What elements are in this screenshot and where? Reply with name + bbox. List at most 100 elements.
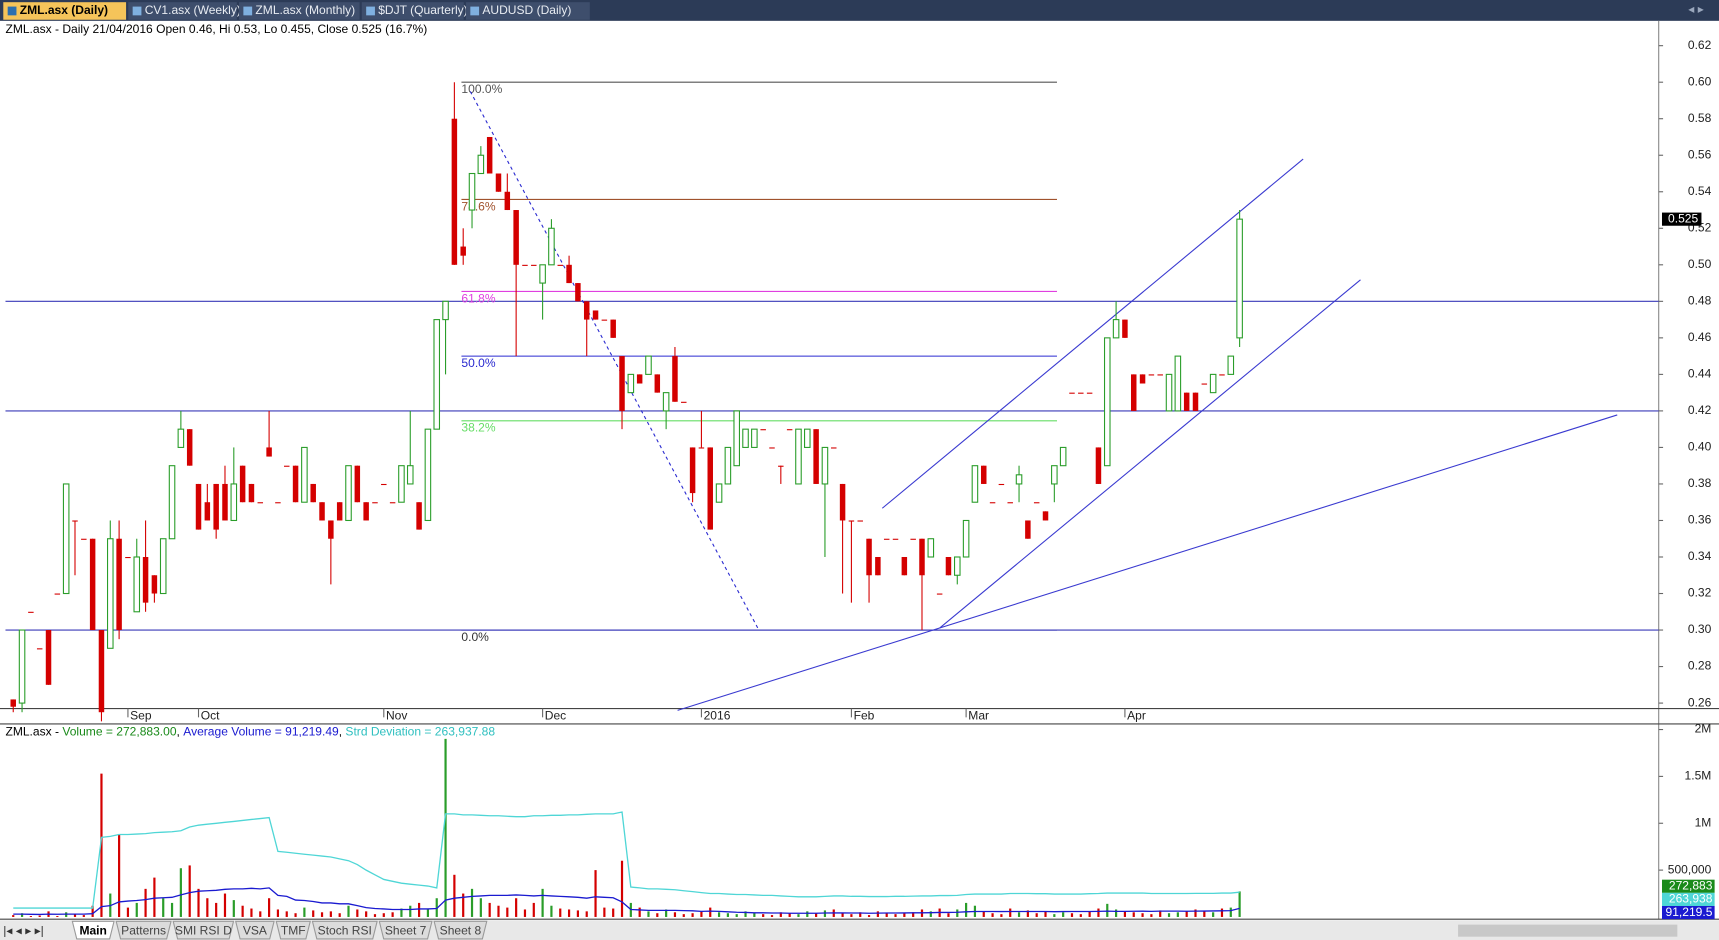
candle-body bbox=[319, 502, 325, 521]
sheet-tab[interactable] bbox=[378, 920, 433, 940]
tab[interactable] bbox=[128, 2, 237, 20]
sheet-tab[interactable] bbox=[235, 920, 275, 940]
candle-body bbox=[795, 428, 802, 485]
candle-body bbox=[486, 136, 493, 174]
candle-body bbox=[927, 538, 935, 558]
last-value-label: 272,883 bbox=[1669, 878, 1713, 892]
candle-body bbox=[1183, 392, 1190, 411]
tab[interactable] bbox=[361, 2, 464, 20]
candle-body bbox=[575, 283, 581, 302]
trend-line bbox=[677, 414, 1618, 711]
last-value-box bbox=[1661, 879, 1715, 893]
candle-body bbox=[892, 538, 899, 540]
tab[interactable] bbox=[465, 2, 590, 20]
y-tick-label: 0.32 bbox=[1688, 586, 1712, 600]
sheet-tab[interactable] bbox=[433, 920, 488, 940]
candle-body bbox=[133, 556, 141, 613]
candle-body bbox=[1078, 392, 1084, 394]
y-tick-label: 0.56 bbox=[1688, 147, 1712, 161]
candle-body bbox=[495, 173, 502, 192]
trend-line bbox=[939, 279, 1361, 629]
candle-body bbox=[583, 301, 590, 320]
x-tick-label: Nov bbox=[386, 708, 407, 722]
candle-body bbox=[1157, 374, 1163, 376]
candle-body bbox=[804, 428, 811, 448]
tab-label: ZML.asx (Monthly) bbox=[255, 3, 355, 17]
sheet-tab[interactable] bbox=[115, 920, 172, 940]
last-value-box bbox=[1661, 905, 1715, 920]
tab-icon bbox=[7, 6, 17, 16]
candle-body bbox=[1086, 392, 1093, 394]
candle-body bbox=[301, 446, 308, 503]
fib-label: 50.0% bbox=[461, 356, 495, 370]
candle-body bbox=[778, 465, 784, 467]
candle-body bbox=[689, 447, 696, 494]
candle-body bbox=[345, 465, 352, 522]
sheet-nav[interactable]: |◂ ◂ ▸ ▸| bbox=[3, 923, 43, 937]
candle-body bbox=[919, 538, 925, 576]
candle-body bbox=[275, 502, 281, 504]
candle-body bbox=[62, 483, 70, 595]
candle-body bbox=[168, 465, 176, 540]
tab[interactable] bbox=[238, 2, 360, 20]
candle-body bbox=[1095, 447, 1102, 484]
sheet-tab[interactable] bbox=[71, 920, 115, 940]
x-tick-label: Apr bbox=[1127, 708, 1146, 722]
scrollbar-thumb[interactable] bbox=[1458, 924, 1678, 937]
tab-icon bbox=[243, 6, 253, 16]
candle-body bbox=[266, 447, 272, 457]
candle-body bbox=[1148, 374, 1155, 376]
fib-label: 100.0% bbox=[461, 82, 502, 96]
chart-title: ZML.asx - Daily 21/04/2016 Open 0.46, Hi… bbox=[5, 22, 427, 36]
candle-body bbox=[204, 502, 211, 521]
candle-body bbox=[81, 538, 87, 540]
candle-body bbox=[989, 502, 996, 504]
sheet-tab[interactable] bbox=[275, 920, 311, 940]
candle-body bbox=[381, 483, 387, 486]
fib-label: 0.0% bbox=[461, 630, 489, 644]
sheet-tab-label: Sheet 7 bbox=[385, 923, 427, 937]
sheet-tab-label: SMI RSI D bbox=[175, 923, 232, 937]
candle-body bbox=[1015, 474, 1023, 485]
candle-body bbox=[1042, 511, 1049, 521]
tab-label: CV1.asx (Weekly) bbox=[145, 3, 241, 17]
x-tick-label: Oct bbox=[201, 708, 220, 722]
candle-body bbox=[681, 401, 687, 403]
x-tick-label: Dec bbox=[545, 708, 566, 722]
tab[interactable] bbox=[3, 2, 127, 20]
candle-body bbox=[910, 538, 916, 540]
fib-trend bbox=[469, 91, 759, 629]
y-tick-label: 0.30 bbox=[1688, 622, 1712, 636]
candle-body bbox=[548, 227, 555, 266]
y-tick-label: 0.28 bbox=[1688, 659, 1712, 673]
candle-body bbox=[54, 593, 61, 595]
candle-body bbox=[627, 373, 635, 394]
candle-body bbox=[953, 556, 961, 576]
candle-body bbox=[424, 428, 432, 522]
title-part: Average Volume = 91,219.49 bbox=[183, 725, 339, 739]
candle-body bbox=[1201, 383, 1208, 385]
y-tick-label: 500,000 bbox=[1668, 862, 1712, 876]
last-value-label: 263,938 bbox=[1669, 892, 1713, 906]
candle-body bbox=[151, 575, 158, 594]
tab-icon bbox=[470, 6, 480, 16]
candle-body bbox=[292, 465, 299, 503]
candle-body bbox=[619, 356, 625, 411]
candle-body bbox=[998, 483, 1005, 486]
candle-body bbox=[460, 246, 466, 256]
candle-body bbox=[813, 429, 819, 484]
candle-body bbox=[981, 465, 987, 484]
indicator-line bbox=[13, 811, 1240, 909]
sheet-tab[interactable] bbox=[311, 920, 378, 940]
fib-label: 78.6% bbox=[461, 199, 495, 213]
tab-scroll[interactable]: ◂ ▸ bbox=[1688, 2, 1703, 16]
candle-body bbox=[1236, 218, 1243, 339]
trend-line bbox=[881, 158, 1304, 509]
y-tick-label: 0.26 bbox=[1688, 695, 1712, 709]
sheet-tab-label: Patterns bbox=[121, 923, 166, 937]
candle-body bbox=[645, 355, 652, 375]
sheet-tab[interactable] bbox=[172, 920, 235, 940]
candle-body bbox=[742, 428, 749, 448]
y-tick-label: 0.50 bbox=[1688, 257, 1712, 271]
